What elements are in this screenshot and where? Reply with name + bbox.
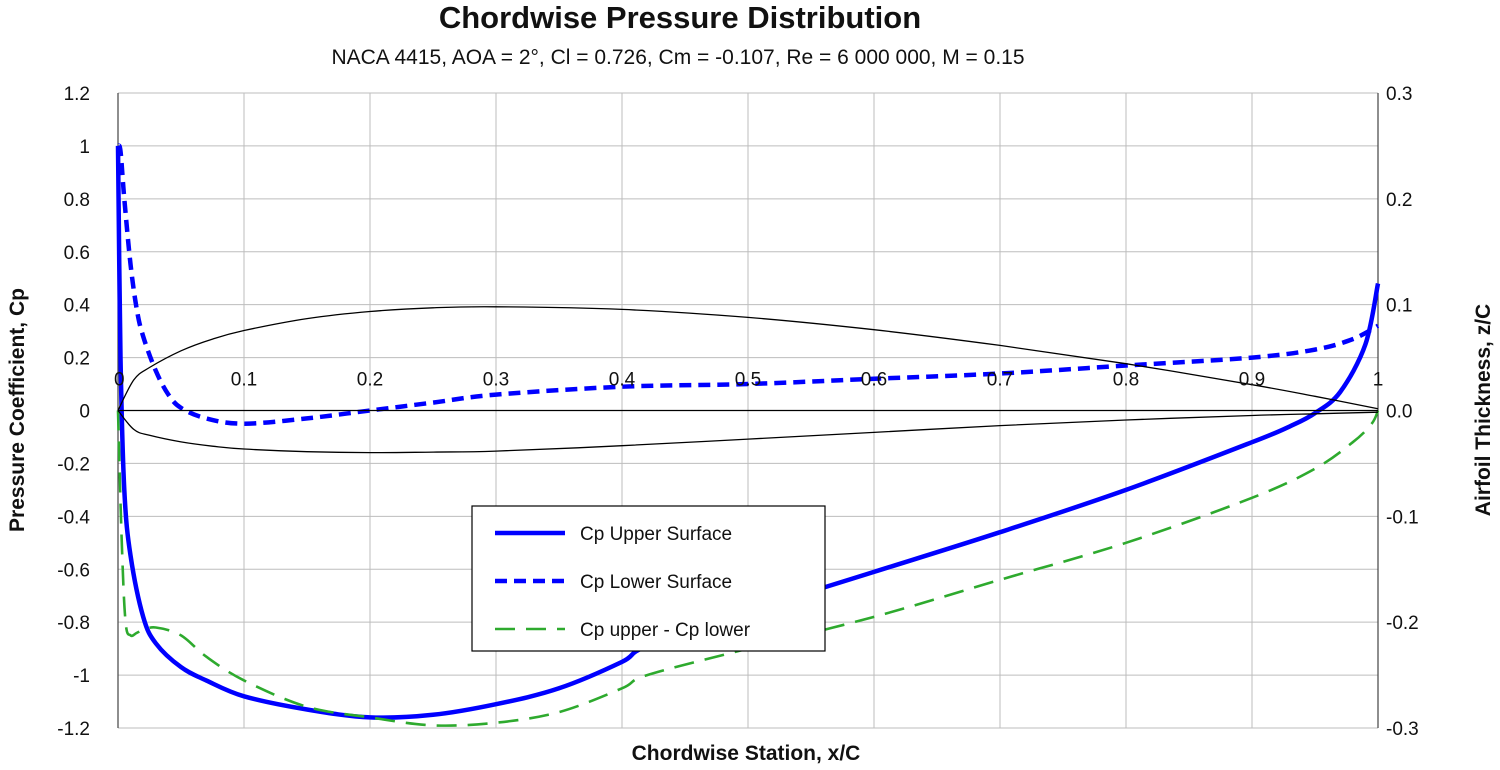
y-tick-label: 0.8 bbox=[64, 190, 90, 211]
y-tick-label: 0 bbox=[79, 402, 90, 423]
y2-tick-label: -0.2 bbox=[1386, 613, 1419, 634]
legend-label: Cp Upper Surface bbox=[580, 524, 732, 545]
legend-box bbox=[471, 505, 826, 652]
legend-label: Cp Lower Surface bbox=[580, 572, 732, 593]
y-tick-label: 1 bbox=[79, 137, 90, 158]
legend: Cp Upper Surface Cp Lower Surface Cp upper… bbox=[471, 505, 826, 652]
chart-title: Chordwise Pressure Distribution bbox=[438, 0, 922, 35]
y2-tick-label: -0.3 bbox=[1386, 719, 1419, 740]
y-tick-label: -1.2 bbox=[57, 719, 90, 740]
y-tick-label: 0.4 bbox=[64, 296, 91, 317]
x-tick-label: 0.3 bbox=[483, 370, 509, 391]
x-tick-label: 0.5 bbox=[735, 370, 761, 391]
x-tick-label: 0 bbox=[114, 370, 125, 391]
y2-tick-label: 0.1 bbox=[1386, 296, 1412, 317]
chart-subtitle: NACA 4415, AOA = 2°, Cl = 0.726, Cm = -0… bbox=[331, 46, 1025, 69]
x-tick-label: 1 bbox=[1373, 370, 1384, 391]
y2-axis-label: Airfoil Thickness, z/C bbox=[1472, 304, 1495, 516]
legend-label: Cp upper - Cp lower bbox=[580, 620, 751, 641]
y-tick-label: 1.2 bbox=[64, 84, 90, 105]
x-tick-label: 0.6 bbox=[861, 370, 887, 391]
y-tick-label: -1 bbox=[73, 666, 90, 687]
x-tick-label: 0.8 bbox=[1113, 370, 1139, 391]
x-tick-label: 0.2 bbox=[357, 370, 383, 391]
y-tick-label: -0.4 bbox=[57, 507, 90, 528]
y-axis-label: Pressure Coefficient, Cp bbox=[6, 288, 29, 532]
x-tick-label: 0.4 bbox=[609, 370, 636, 391]
y2-tick-label: 0.2 bbox=[1386, 190, 1412, 211]
x-tick-label: 0.7 bbox=[987, 370, 1013, 391]
x-tick-label: 0.9 bbox=[1239, 370, 1265, 391]
x-tick-label: 0.1 bbox=[231, 370, 257, 391]
x-axis-label: Chordwise Station, x/C bbox=[632, 742, 861, 765]
series-line-cp-upper-cp-lower bbox=[116, 409, 1380, 727]
y-tick-label: 0.6 bbox=[64, 243, 90, 264]
y-tick-label: -0.6 bbox=[57, 560, 90, 581]
series-line-airfoil-upper-surface-z-c bbox=[117, 306, 1379, 411]
y2-tick-label: 0.3 bbox=[1386, 84, 1412, 105]
y2-tick-label: 0.0 bbox=[1386, 402, 1412, 423]
y2-tick-label: -0.1 bbox=[1386, 507, 1419, 528]
series-line-cp-upper-surface bbox=[115, 145, 1381, 720]
y-tick-label: -0.8 bbox=[57, 613, 90, 634]
series-lines bbox=[115, 143, 1381, 727]
series-line-airfoil-lower-surface-z-c bbox=[117, 410, 1379, 454]
y-tick-label: 0.2 bbox=[64, 349, 90, 370]
y-tick-label: -0.2 bbox=[57, 454, 90, 475]
tick-labels: -1.2 -1 -0.8 -0.6 -0.4 -0.2 0 0.2 0.4 0.6 0.8 1 1.2 0… bbox=[57, 84, 1419, 740]
